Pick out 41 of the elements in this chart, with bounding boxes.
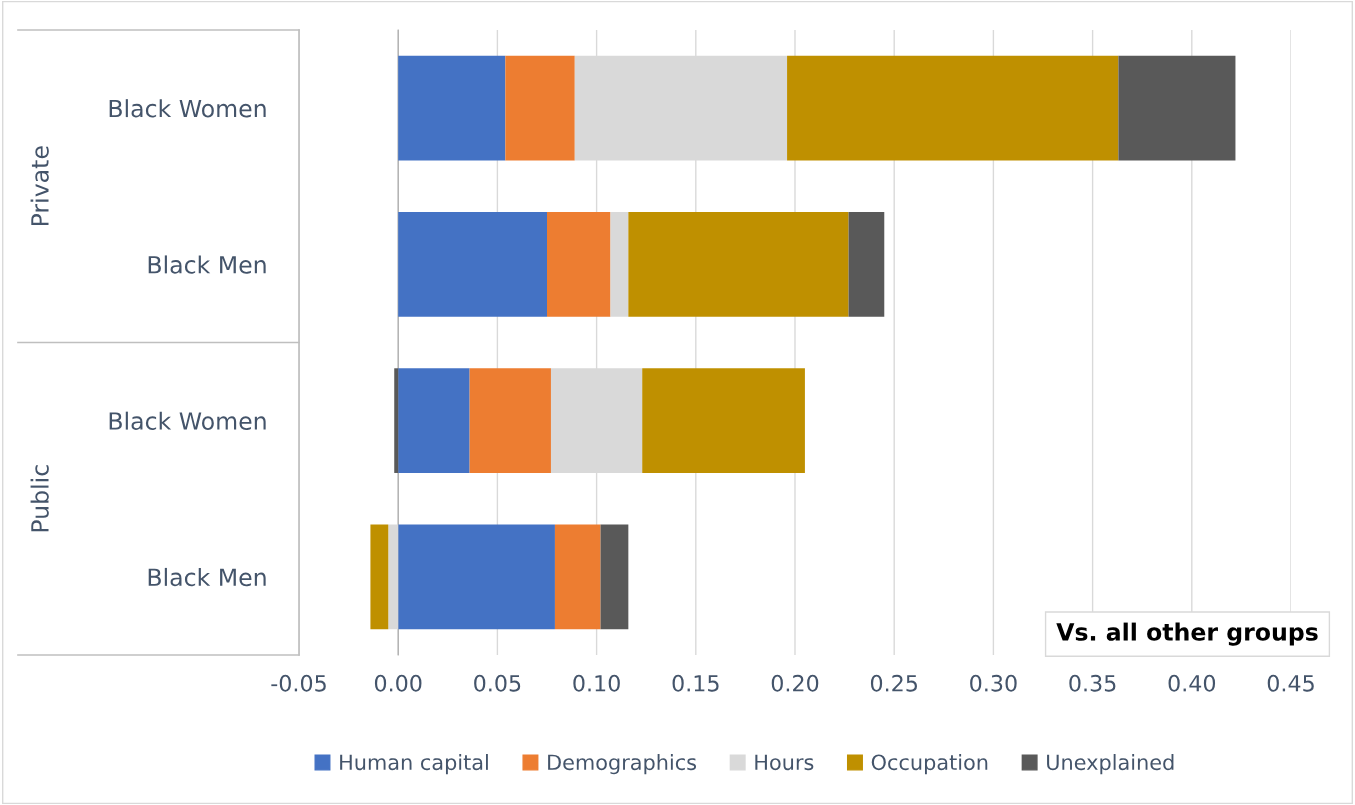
x-tick-label: 0.40 [1168, 674, 1216, 692]
bar [547, 212, 611, 317]
bar [505, 55, 575, 161]
bar [469, 368, 551, 473]
bar [642, 368, 805, 473]
x-tick-label: 0.10 [573, 674, 620, 692]
y-tick-label: Black Men [148, 255, 266, 274]
bar [554, 524, 601, 630]
bar [628, 212, 849, 317]
bar [398, 212, 547, 317]
bar [787, 55, 1119, 161]
x-tick-label: -0.05 [271, 674, 326, 692]
legend-label: Unexplained [1047, 754, 1174, 775]
legend-label: Occupation [871, 754, 988, 775]
x-tick-label: 0.35 [1069, 674, 1116, 692]
annotation: Vs. all other groups [1056, 622, 1318, 646]
y-tick-label: Black Women [109, 99, 266, 118]
bar [848, 212, 885, 317]
x-tick-label: 0.05 [474, 674, 521, 692]
bar [1118, 55, 1236, 161]
x-tick-label: 0.15 [672, 674, 719, 692]
x-tick-label: 0.25 [870, 674, 917, 692]
legend-label: Hours [755, 754, 814, 771]
bar [398, 524, 555, 630]
x-tick-label: 0.30 [970, 674, 1017, 692]
legend-label: Human capital [340, 754, 488, 775]
bar [388, 524, 399, 630]
bar [398, 55, 506, 161]
x-tick-label: 0.45 [1267, 674, 1314, 692]
bar [600, 524, 629, 630]
y-tick-label: Black Men [148, 567, 266, 587]
text: Private [30, 146, 49, 226]
x-tick-label: 0.20 [771, 674, 819, 692]
bar [610, 212, 629, 317]
text: Public [30, 465, 49, 532]
bar [394, 368, 399, 473]
x-tick-label: 0.00 [374, 674, 422, 692]
legend-label: Demographics [548, 754, 697, 775]
bar [370, 524, 389, 630]
bar [398, 368, 470, 473]
y-tick-label: Black Women [109, 411, 266, 430]
